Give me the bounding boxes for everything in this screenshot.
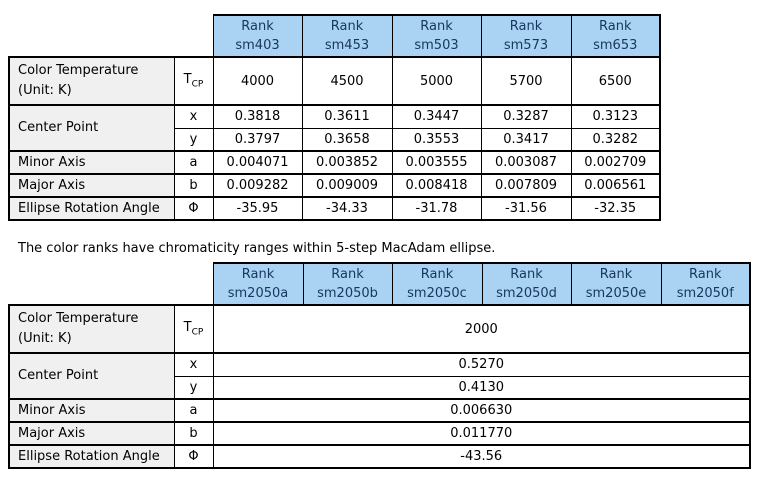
row-center-point-y: y 0.4130 (9, 375, 751, 400)
x-value: 0.3818 (212, 104, 303, 129)
row-center-point-y: y 0.3797 0.3658 0.3553 0.3417 0.3282 (9, 127, 661, 152)
symbol-a: a (173, 150, 214, 175)
row-minor-axis: Minor Axis a 0.004071 0.003852 0.003555 … (8, 150, 661, 175)
phi-value: -34.33 (301, 196, 393, 221)
a-value: 0.002709 (570, 150, 661, 175)
b-value: 0.008418 (391, 173, 482, 198)
symbol-x: x (173, 104, 214, 129)
row-label-center-point: Center Point (8, 104, 175, 152)
y-value: 0.3417 (480, 127, 572, 152)
row-major-axis: Major Axis b 0.009282 0.009009 0.008418 … (8, 173, 661, 198)
a-value: 0.003852 (301, 150, 393, 175)
row-minor-axis: Minor Axis a 0.006630 (8, 398, 751, 423)
symbol-y: y (173, 127, 214, 152)
phi-value: -31.78 (391, 196, 482, 221)
symbol-b: b (173, 421, 214, 446)
b-value: 0.006561 (570, 173, 661, 198)
row-label-center-point: Center Point (8, 352, 175, 400)
x-value: 0.5270 (212, 352, 751, 377)
tcp-value: 5000 (391, 56, 482, 106)
row-ellipse-rotation: Ellipse Rotation Angle Φ -35.95 -34.33 -… (8, 196, 661, 221)
tcp-value: 4500 (301, 56, 393, 106)
a-value: 0.004071 (212, 150, 303, 175)
table-upper: Rank sm403 Rank sm453 Rank sm503 Rank sm573 … (8, 14, 661, 221)
tcp-value: 4000 (212, 56, 303, 106)
row-label-minor-axis: Minor Axis (8, 150, 175, 175)
a-value: 0.003087 (480, 150, 572, 175)
symbol-a: a (173, 398, 214, 423)
row-center-point-x: Center Point x 0.5270 (8, 352, 751, 400)
a-value: 0.003555 (391, 150, 482, 175)
rank-header-sm2050e: Rank sm2050e (570, 262, 662, 306)
y-value: 0.3797 (212, 127, 303, 152)
x-value: 0.3287 (480, 104, 572, 129)
table-lower-header-row: Rank sm2050a Rank sm2050b Rank sm2050c Rank… (9, 262, 751, 306)
b-value: 0.011770 (212, 421, 751, 446)
rank-header-sm2050b: Rank sm2050b (302, 262, 393, 306)
symbol-phi: Φ (173, 444, 214, 469)
note-text: The color ranks have chromaticity ranges… (18, 241, 496, 256)
row-label-ellipse-rotation: Ellipse Rotation Angle (8, 444, 175, 469)
row-major-axis: Major Axis b 0.011770 (8, 421, 751, 446)
rank-header-sm2050d: Rank sm2050d (481, 262, 572, 306)
x-value: 0.3447 (391, 104, 482, 129)
table-upper-header-row: Rank sm403 Rank sm453 Rank sm503 Rank sm573 … (9, 14, 661, 58)
symbol-phi: Φ (173, 196, 214, 221)
symbol-x: x (173, 352, 214, 377)
rank-header-sm653: Rank sm653 (570, 14, 661, 58)
y-value: 0.3553 (391, 127, 482, 152)
row-label-major-axis: Major Axis (8, 421, 175, 446)
rank-header-sm453: Rank sm453 (301, 14, 393, 58)
tcp-value: 2000 (212, 304, 751, 354)
phi-value: -31.56 (480, 196, 572, 221)
row-label-minor-axis: Minor Axis (8, 398, 175, 423)
row-center-point-x: Center Point x 0.3818 0.3611 0.3447 0.32… (8, 104, 661, 152)
phi-value: -35.95 (212, 196, 303, 221)
tcp-value: 5700 (480, 56, 572, 106)
b-value: 0.007809 (480, 173, 572, 198)
x-value: 0.3123 (570, 104, 661, 129)
rank-header-sm573: Rank sm573 (480, 14, 572, 58)
tcp-value: 6500 (570, 56, 661, 106)
rank-header-sm503: Rank sm503 (391, 14, 482, 58)
row-label-color-temperature: Color Temperature (Unit: K) (8, 56, 175, 106)
symbol-tcp: TCP (173, 56, 214, 106)
header-spacer (9, 263, 213, 305)
a-value: 0.006630 (212, 398, 751, 423)
y-value: 0.4130 (212, 375, 751, 400)
phi-value: -43.56 (212, 444, 751, 469)
row-label-major-axis: Major Axis (8, 173, 175, 198)
header-spacer (9, 15, 213, 57)
y-value: 0.3658 (301, 127, 393, 152)
b-value: 0.009282 (212, 173, 303, 198)
table-lower: Rank sm2050a Rank sm2050b Rank sm2050c Rank… (8, 262, 751, 469)
rank-header-sm2050a: Rank sm2050a (212, 262, 304, 306)
row-label-ellipse-rotation: Ellipse Rotation Angle (8, 196, 175, 221)
x-value: 0.3611 (301, 104, 393, 129)
symbol-b: b (173, 173, 214, 198)
y-value: 0.3282 (570, 127, 661, 152)
symbol-tcp: TCP (173, 304, 214, 354)
rank-header-sm403: Rank sm403 (212, 14, 303, 58)
rank-header-sm2050f: Rank sm2050f (660, 262, 751, 306)
row-color-temperature: Color Temperature (Unit: K) TCP 2000 (8, 304, 751, 354)
b-value: 0.009009 (301, 173, 393, 198)
row-ellipse-rotation: Ellipse Rotation Angle Φ -43.56 (8, 444, 751, 469)
phi-value: -32.35 (570, 196, 661, 221)
rank-header-sm2050c: Rank sm2050c (391, 262, 483, 306)
row-label-color-temperature: Color Temperature (Unit: K) (8, 304, 175, 354)
symbol-y: y (173, 375, 214, 400)
row-color-temperature: Color Temperature (Unit: K) TCP 4000 4500… (8, 56, 661, 106)
